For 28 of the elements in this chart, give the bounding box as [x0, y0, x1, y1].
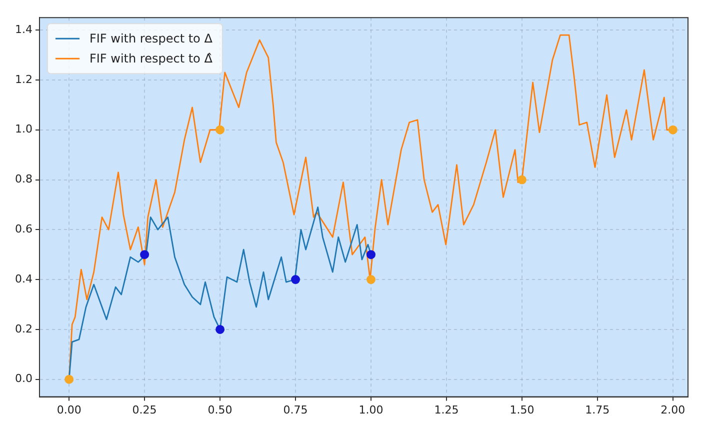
- y-tick-label: 1.4: [14, 22, 32, 36]
- x-tick-label: 0.00: [56, 403, 82, 416]
- point: [668, 125, 678, 134]
- y-tick-label: 1.2: [14, 72, 32, 86]
- point: [291, 275, 300, 284]
- point: [366, 250, 376, 260]
- point: [64, 374, 74, 384]
- y-tick-label: 0.0: [14, 372, 32, 386]
- y-tick-label: 0.8: [14, 172, 32, 186]
- point: [216, 324, 225, 334]
- x-tick-label: 0.25: [132, 403, 157, 416]
- legend-label: FIF with respect to Δ: [89, 32, 214, 46]
- point: [366, 275, 376, 284]
- x-tick-label: 2.00: [660, 403, 686, 416]
- y-tick-label: 0.6: [14, 222, 32, 236]
- point: [140, 250, 150, 260]
- point: [216, 125, 225, 134]
- y-tick-label: 0.4: [14, 272, 32, 286]
- x-tick-label: 1.25: [434, 403, 459, 416]
- legend-label: FIF with respect to Δ̂: [89, 52, 214, 66]
- x-tick-label: 1.75: [585, 403, 610, 416]
- x-tick-label: 0.75: [283, 403, 308, 416]
- y-tick-label: 1.0: [14, 122, 32, 136]
- x-tick-label: 1.00: [358, 403, 384, 416]
- point: [517, 175, 526, 184]
- y-tick-label: 0.2: [14, 322, 32, 336]
- x-tick-label: 0.50: [208, 403, 232, 416]
- x-tick-label: 1.50: [510, 403, 534, 416]
